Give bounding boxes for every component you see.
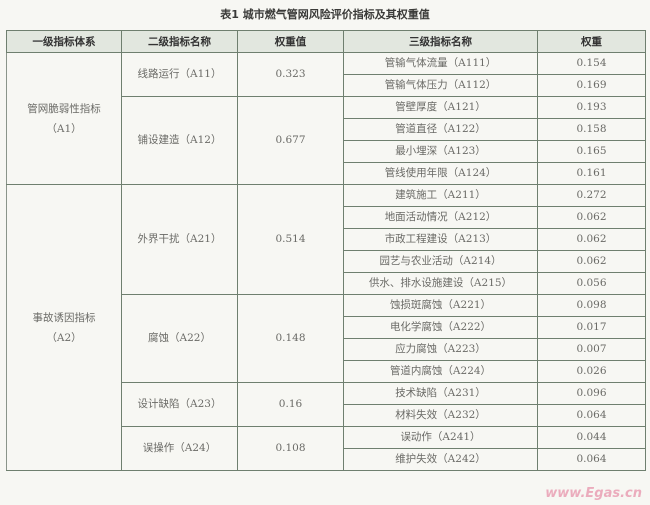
header-row: 一级指标体系 二级指标名称 权重值 三级指标名称 权重 bbox=[6, 30, 646, 53]
level3-name: 材料失效（A232） bbox=[343, 404, 538, 427]
level3-weight: 0.193 bbox=[537, 96, 646, 119]
level3-name: 管线使用年限（A124） bbox=[343, 162, 538, 185]
level3-name: 管输气体流量（A111） bbox=[343, 52, 538, 75]
level3-name: 管输气体压力（A112） bbox=[343, 74, 538, 97]
level2-weight: 0.108 bbox=[237, 426, 344, 471]
level3-name: 园艺与农业活动（A214） bbox=[343, 250, 538, 273]
level3-name: 管道内腐蚀（A224） bbox=[343, 360, 538, 383]
table-row: 腐蚀（A22） 0.148 蚀损斑腐蚀（A221） 0.098 bbox=[7, 294, 646, 383]
level2-weight: 0.16 bbox=[237, 382, 344, 427]
level3-weight: 0.096 bbox=[537, 382, 646, 405]
watermark: www.Egas.cn bbox=[545, 486, 642, 501]
level3-name: 管道直径（A122） bbox=[343, 118, 538, 141]
level1-cell: 事故诱因指标 （A2） bbox=[6, 184, 122, 471]
level3-name: 误动作（A241） bbox=[343, 426, 538, 449]
level3-weight: 0.169 bbox=[537, 74, 646, 97]
header-level2-weight: 权重值 bbox=[237, 30, 344, 53]
level3-weight: 0.154 bbox=[537, 52, 646, 75]
level3-weight: 0.062 bbox=[537, 206, 646, 229]
level3-name: 管壁厚度（A121） bbox=[343, 96, 538, 119]
level3-weight: 0.161 bbox=[537, 162, 646, 185]
level3-weight: 0.165 bbox=[537, 140, 646, 163]
level1-name: 管网脆弱性指标 bbox=[27, 102, 101, 115]
table-row: 园艺与农业活动（A214） 0.062 bbox=[7, 250, 646, 273]
level3-name: 供水、排水设施建设（A215） bbox=[343, 272, 538, 295]
table-row: 误操作（A24） 0.108 误动作（A241） 0.044 bbox=[7, 426, 646, 471]
level2-weight: 0.677 bbox=[237, 96, 344, 185]
table-row: 管网脆弱性指标 （A1） 线路运行（A11） 0.323 管输气体流量（A111） 0.1… bbox=[6, 52, 646, 185]
level3-name: 市政工程建设（A213） bbox=[343, 228, 538, 251]
level1-name: 事故诱因指标 bbox=[32, 311, 96, 324]
level3-name: 应力腐蚀（A223） bbox=[343, 338, 538, 361]
level3-name: 建筑施工（A211） bbox=[343, 184, 538, 207]
level3-weight: 0.044 bbox=[537, 426, 646, 449]
table-row: 应力腐蚀（A223） 0.007 bbox=[7, 338, 646, 361]
indicator-weight-table: 一级指标体系 二级指标名称 权重值 三级指标名称 权重 管网脆弱性指标 （A1） 线… bbox=[6, 30, 646, 471]
level3-weight: 0.098 bbox=[537, 294, 646, 317]
level3-weight: 0.062 bbox=[537, 250, 646, 273]
level3-name: 维护失效（A242） bbox=[343, 448, 538, 471]
table-row: 材料失效（A232） 0.064 bbox=[7, 404, 646, 427]
header-level3-weight: 权重 bbox=[537, 30, 646, 53]
header-level3: 三级指标名称 bbox=[343, 30, 538, 53]
level3-name: 地面活动情况（A212） bbox=[343, 206, 538, 229]
level3-weight: 0.056 bbox=[537, 272, 646, 295]
level1-cell: 管网脆弱性指标 （A1） bbox=[6, 52, 122, 185]
level2-name: 外界干扰（A21） bbox=[121, 184, 238, 295]
level2-name: 铺设建造（A12） bbox=[121, 96, 238, 185]
level2-name: 误操作（A24） bbox=[121, 426, 238, 471]
level2-name: 腐蚀（A22） bbox=[121, 294, 238, 383]
level3-name: 电化学腐蚀（A222） bbox=[343, 316, 538, 339]
level2-weight: 0.148 bbox=[237, 294, 344, 383]
level3-name: 最小埋深（A123） bbox=[343, 140, 538, 163]
table-row: 设计缺陷（A23） 0.16 技术缺陷（A231） 0.096 bbox=[7, 382, 646, 427]
table-row: 管线使用年限（A124） 0.161 bbox=[7, 162, 646, 185]
level2-weight: 0.514 bbox=[237, 184, 344, 295]
level3-weight: 0.064 bbox=[537, 404, 646, 427]
level2-name: 设计缺陷（A23） bbox=[121, 382, 238, 427]
table-title: 表1 城市燃气管网风险评价指标及其权重值 bbox=[220, 8, 430, 21]
level1-code: （A2） bbox=[46, 331, 82, 344]
level1-code: （A1） bbox=[46, 122, 82, 135]
level3-weight: 0.158 bbox=[537, 118, 646, 141]
table-row: 市政工程建设（A213） 0.062 bbox=[7, 228, 646, 251]
level3-weight: 0.064 bbox=[537, 448, 646, 471]
header-level2: 二级指标名称 bbox=[121, 30, 238, 53]
level3-name: 蚀损斑腐蚀（A221） bbox=[343, 294, 538, 317]
level3-weight: 0.017 bbox=[537, 316, 646, 339]
table-row: 维护失效（A242） 0.064 bbox=[7, 448, 646, 471]
table-row: 事故诱因指标 （A2） 外界干扰（A21） 0.514 建筑施工（A211） 0.272 bbox=[6, 184, 646, 471]
level3-weight: 0.272 bbox=[537, 184, 646, 207]
level3-weight: 0.062 bbox=[537, 228, 646, 251]
level3-name: 技术缺陷（A231） bbox=[343, 382, 538, 405]
level2-weight: 0.323 bbox=[237, 52, 344, 97]
level3-weight: 0.007 bbox=[537, 338, 646, 361]
level3-weight: 0.026 bbox=[537, 360, 646, 383]
table-row: 铺设建造（A12） 0.677 管壁厚度（A121） 0.193 bbox=[7, 96, 646, 185]
table-row: 管道直径（A122） 0.158 bbox=[7, 118, 646, 141]
table-row: 电化学腐蚀（A222） 0.017 bbox=[7, 316, 646, 339]
table-row: 管道内腐蚀（A224） 0.026 bbox=[7, 360, 646, 383]
header-level1: 一级指标体系 bbox=[6, 30, 122, 53]
level2-name: 线路运行（A11） bbox=[121, 52, 238, 97]
